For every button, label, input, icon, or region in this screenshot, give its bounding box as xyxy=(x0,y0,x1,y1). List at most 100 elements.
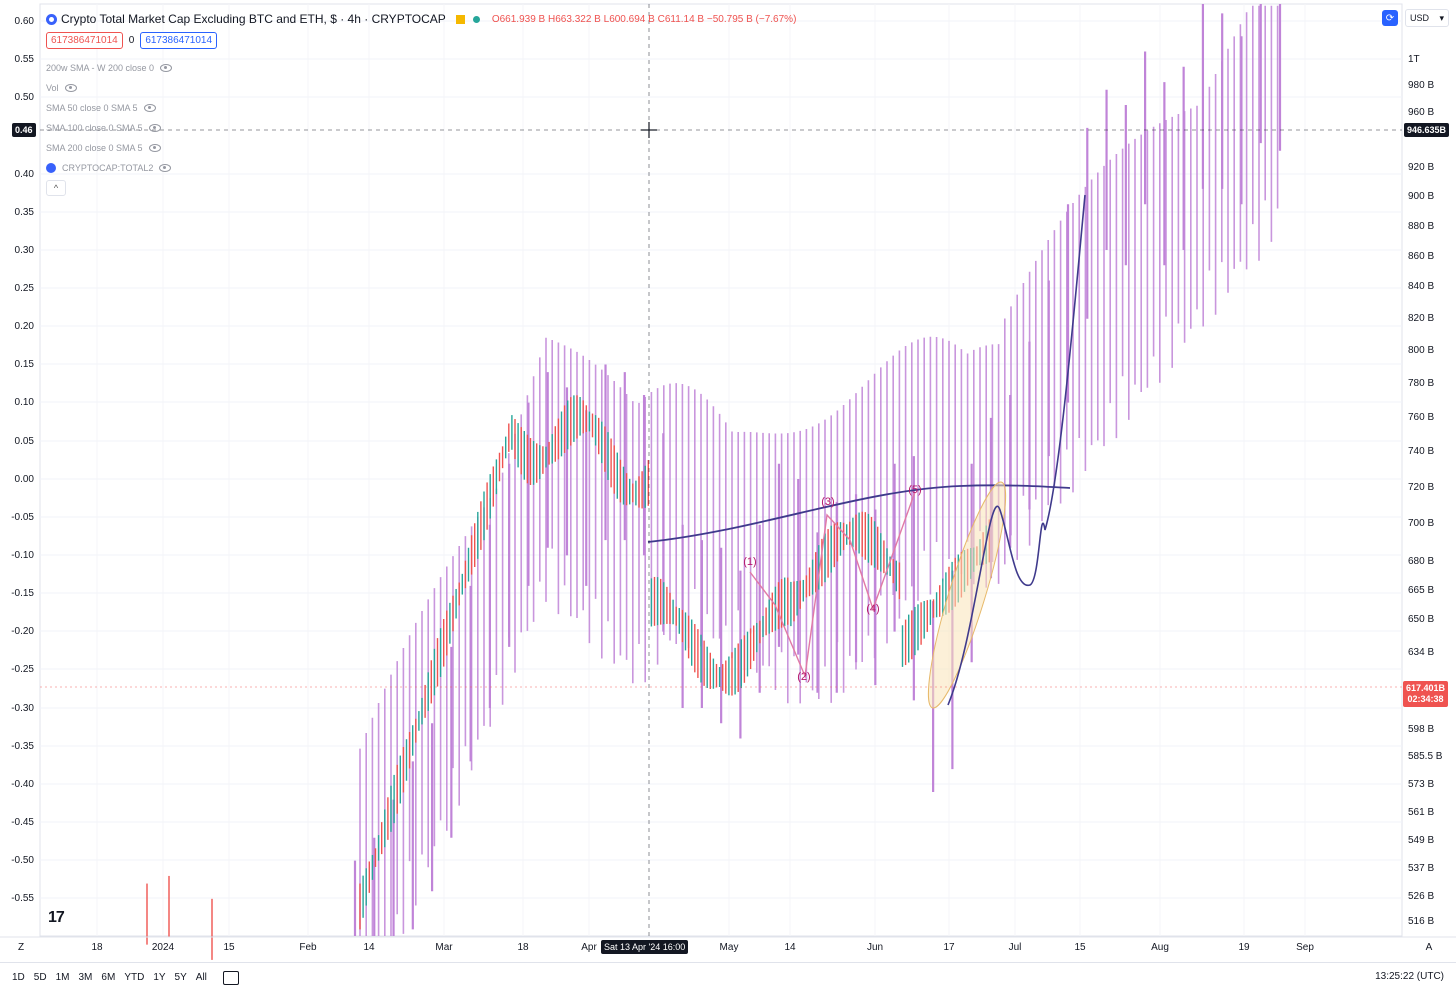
indicator-row[interactable]: SMA 100 close 0 SMA 5 xyxy=(46,118,172,138)
time-axis-tick: Feb xyxy=(299,942,317,953)
left-axis-tick: 0.40 xyxy=(15,169,35,180)
left-axis-tick: -0.30 xyxy=(11,703,34,714)
indicator-label: SMA 100 close 0 SMA 5 xyxy=(46,123,143,133)
wave-label: (3) xyxy=(821,496,834,508)
left-axis-tick: -0.55 xyxy=(11,893,34,904)
time-axis-tick: Apr xyxy=(581,942,597,953)
time-axis-tick: 15 xyxy=(1074,942,1086,953)
period-1y[interactable]: 1Y xyxy=(153,972,166,983)
wave-label: (2) xyxy=(797,671,810,683)
eye-icon[interactable] xyxy=(148,124,161,132)
currency-select[interactable]: USD ▾ xyxy=(1405,9,1449,27)
input-zero-value: 0 xyxy=(128,35,135,46)
price-bars xyxy=(353,4,1282,936)
ohlc-low-key: L xyxy=(603,13,610,25)
indicator-row[interactable]: Vol xyxy=(46,78,172,98)
left-axis-tick: 0.00 xyxy=(15,474,35,485)
collapse-legend-button[interactable]: ^ xyxy=(46,180,66,196)
period-5d[interactable]: 5D xyxy=(33,972,47,983)
indicator-label: SMA 200 close 0 SMA 5 xyxy=(46,143,143,153)
calendar-icon[interactable] xyxy=(222,970,239,985)
time-axis-tick: 19 xyxy=(1238,942,1250,953)
symbol-title[interactable]: Crypto Total Market Cap Excluding BTC an… xyxy=(61,12,446,26)
left-axis-tick: 0.60 xyxy=(15,16,35,27)
chart-header: Crypto Total Market Cap Excluding BTC an… xyxy=(46,10,796,28)
eye-icon[interactable] xyxy=(148,144,161,152)
right-price-axis[interactable]: 1T 980 B 960 B 920 B 900 B 880 B 860 B 840 B 820… xyxy=(1408,54,1443,927)
time-axis-tick: 17 xyxy=(943,942,955,953)
right-axis-tick: 720 B xyxy=(1408,482,1434,493)
right-axis-tick: 561 B xyxy=(1408,807,1434,818)
period-1d[interactable]: 1D xyxy=(12,972,25,983)
input-blue-value[interactable]: 617386471014 xyxy=(140,32,218,49)
period-6m[interactable]: 6M xyxy=(101,972,116,983)
right-axis-tick: 740 B xyxy=(1408,446,1434,457)
left-axis-tick: -0.05 xyxy=(11,512,34,523)
time-axis-tick: 18 xyxy=(517,942,529,953)
ohlc-close-key: C xyxy=(657,13,665,25)
ohlc-close: 611.14 B xyxy=(664,13,705,25)
time-axis-tick: Sep xyxy=(1296,942,1314,953)
right-axis-tick: 900 B xyxy=(1408,191,1434,202)
indicator-row[interactable]: SMA 50 close 0 SMA 5 xyxy=(46,98,172,118)
period-5y[interactable]: 5Y xyxy=(174,972,187,983)
time-axis-tick: Mar xyxy=(435,942,453,953)
right-axis-tick: 665 B xyxy=(1408,585,1434,596)
time-axis[interactable]: 18 2024 15 Feb 14 Mar 18 Apr May 14 Jun 17 Jul 15 Aug 1… xyxy=(0,936,1456,953)
wave-label: (4) xyxy=(866,603,879,615)
input-red-value[interactable]: 617386471014 xyxy=(46,32,123,49)
indicator-row[interactable]: CRYPTOCAP:TOTAL2 xyxy=(46,158,172,178)
currency-label: USD xyxy=(1410,13,1430,23)
indicator-legend: 200w SMA - W 200 close 0 Vol SMA 50 clos… xyxy=(46,58,173,196)
right-axis-tick: 860 B xyxy=(1408,251,1434,262)
bottom-toolbar: 1D 5D 1M 3M 6M YTD 1Y 5Y All 13:25:22 (U… xyxy=(0,962,1456,992)
right-axis-tick: 840 B xyxy=(1408,281,1434,292)
crosshair-left-label: 0.46 xyxy=(12,123,36,137)
indicator-label: Vol xyxy=(46,83,59,93)
left-axis-tick: 0.50 xyxy=(15,92,35,103)
arc-line xyxy=(647,484,1071,543)
ohlc-change: −50.795 B (−7.67%) xyxy=(706,13,797,25)
right-axis-tick: 820 B xyxy=(1408,313,1434,324)
right-axis-tick: 880 B xyxy=(1408,221,1434,232)
market-flag-icon xyxy=(455,14,465,24)
scale-toggle-left: Z xyxy=(18,942,24,953)
ohlc-low: 600.694 B xyxy=(609,13,655,25)
indicator-label: SMA 50 close 0 SMA 5 xyxy=(46,103,138,113)
left-axis-tick: 0.05 xyxy=(15,436,35,447)
right-axis-tick: 680 B xyxy=(1408,556,1434,567)
utc-clock[interactable]: 13:25:22 (UTC) xyxy=(1375,971,1444,982)
right-axis-tick: 1T xyxy=(1408,54,1420,65)
period-1m[interactable]: 1M xyxy=(55,972,70,983)
eye-icon[interactable] xyxy=(160,64,173,72)
period-ytd[interactable]: YTD xyxy=(124,972,145,983)
eye-icon[interactable] xyxy=(64,84,77,92)
eye-icon[interactable] xyxy=(143,104,156,112)
right-axis-tick: 920 B xyxy=(1408,162,1434,173)
period-all[interactable]: All xyxy=(195,972,207,983)
left-axis-tick: -0.45 xyxy=(11,817,34,828)
indicator-row[interactable]: SMA 200 close 0 SMA 5 xyxy=(46,138,172,158)
left-axis-tick: 0.55 xyxy=(15,54,35,65)
period-3m[interactable]: 3M xyxy=(78,972,93,983)
time-axis-tick: 14 xyxy=(784,942,796,953)
right-axis-tick: 549 B xyxy=(1408,835,1434,846)
ohlc-values: O661.939 B H663.322 B L600.694 B C611.14… xyxy=(492,14,797,25)
indicator-row[interactable]: 200w SMA - W 200 close 0 xyxy=(46,58,173,78)
time-axis-tick: Aug xyxy=(1151,942,1169,953)
right-axis-tick: 585.5 B xyxy=(1408,751,1443,762)
time-axis-tick: 2024 xyxy=(152,942,175,953)
refresh-icon[interactable]: ⟳ xyxy=(1382,10,1398,26)
right-axis-tick: 780 B xyxy=(1408,378,1434,389)
indicator-label: 200w SMA - W 200 close 0 xyxy=(46,63,155,73)
tradingview-logo-icon: 17 xyxy=(48,909,65,926)
time-axis-tick: Jul xyxy=(1009,942,1022,953)
ohlc-high: 663.322 B xyxy=(555,13,601,25)
eye-icon[interactable] xyxy=(159,164,172,172)
chevron-down-icon: ▾ xyxy=(1439,12,1444,23)
left-price-axis[interactable]: 0.60 0.55 0.50 0.40 0.35 0.30 0.25 0.20 0.15 0.10… xyxy=(11,16,34,904)
left-axis-tick: -0.35 xyxy=(11,741,34,752)
plot-frame xyxy=(39,3,1403,937)
indicator-inputs: 617386471014 0 617386471014 xyxy=(46,32,218,49)
